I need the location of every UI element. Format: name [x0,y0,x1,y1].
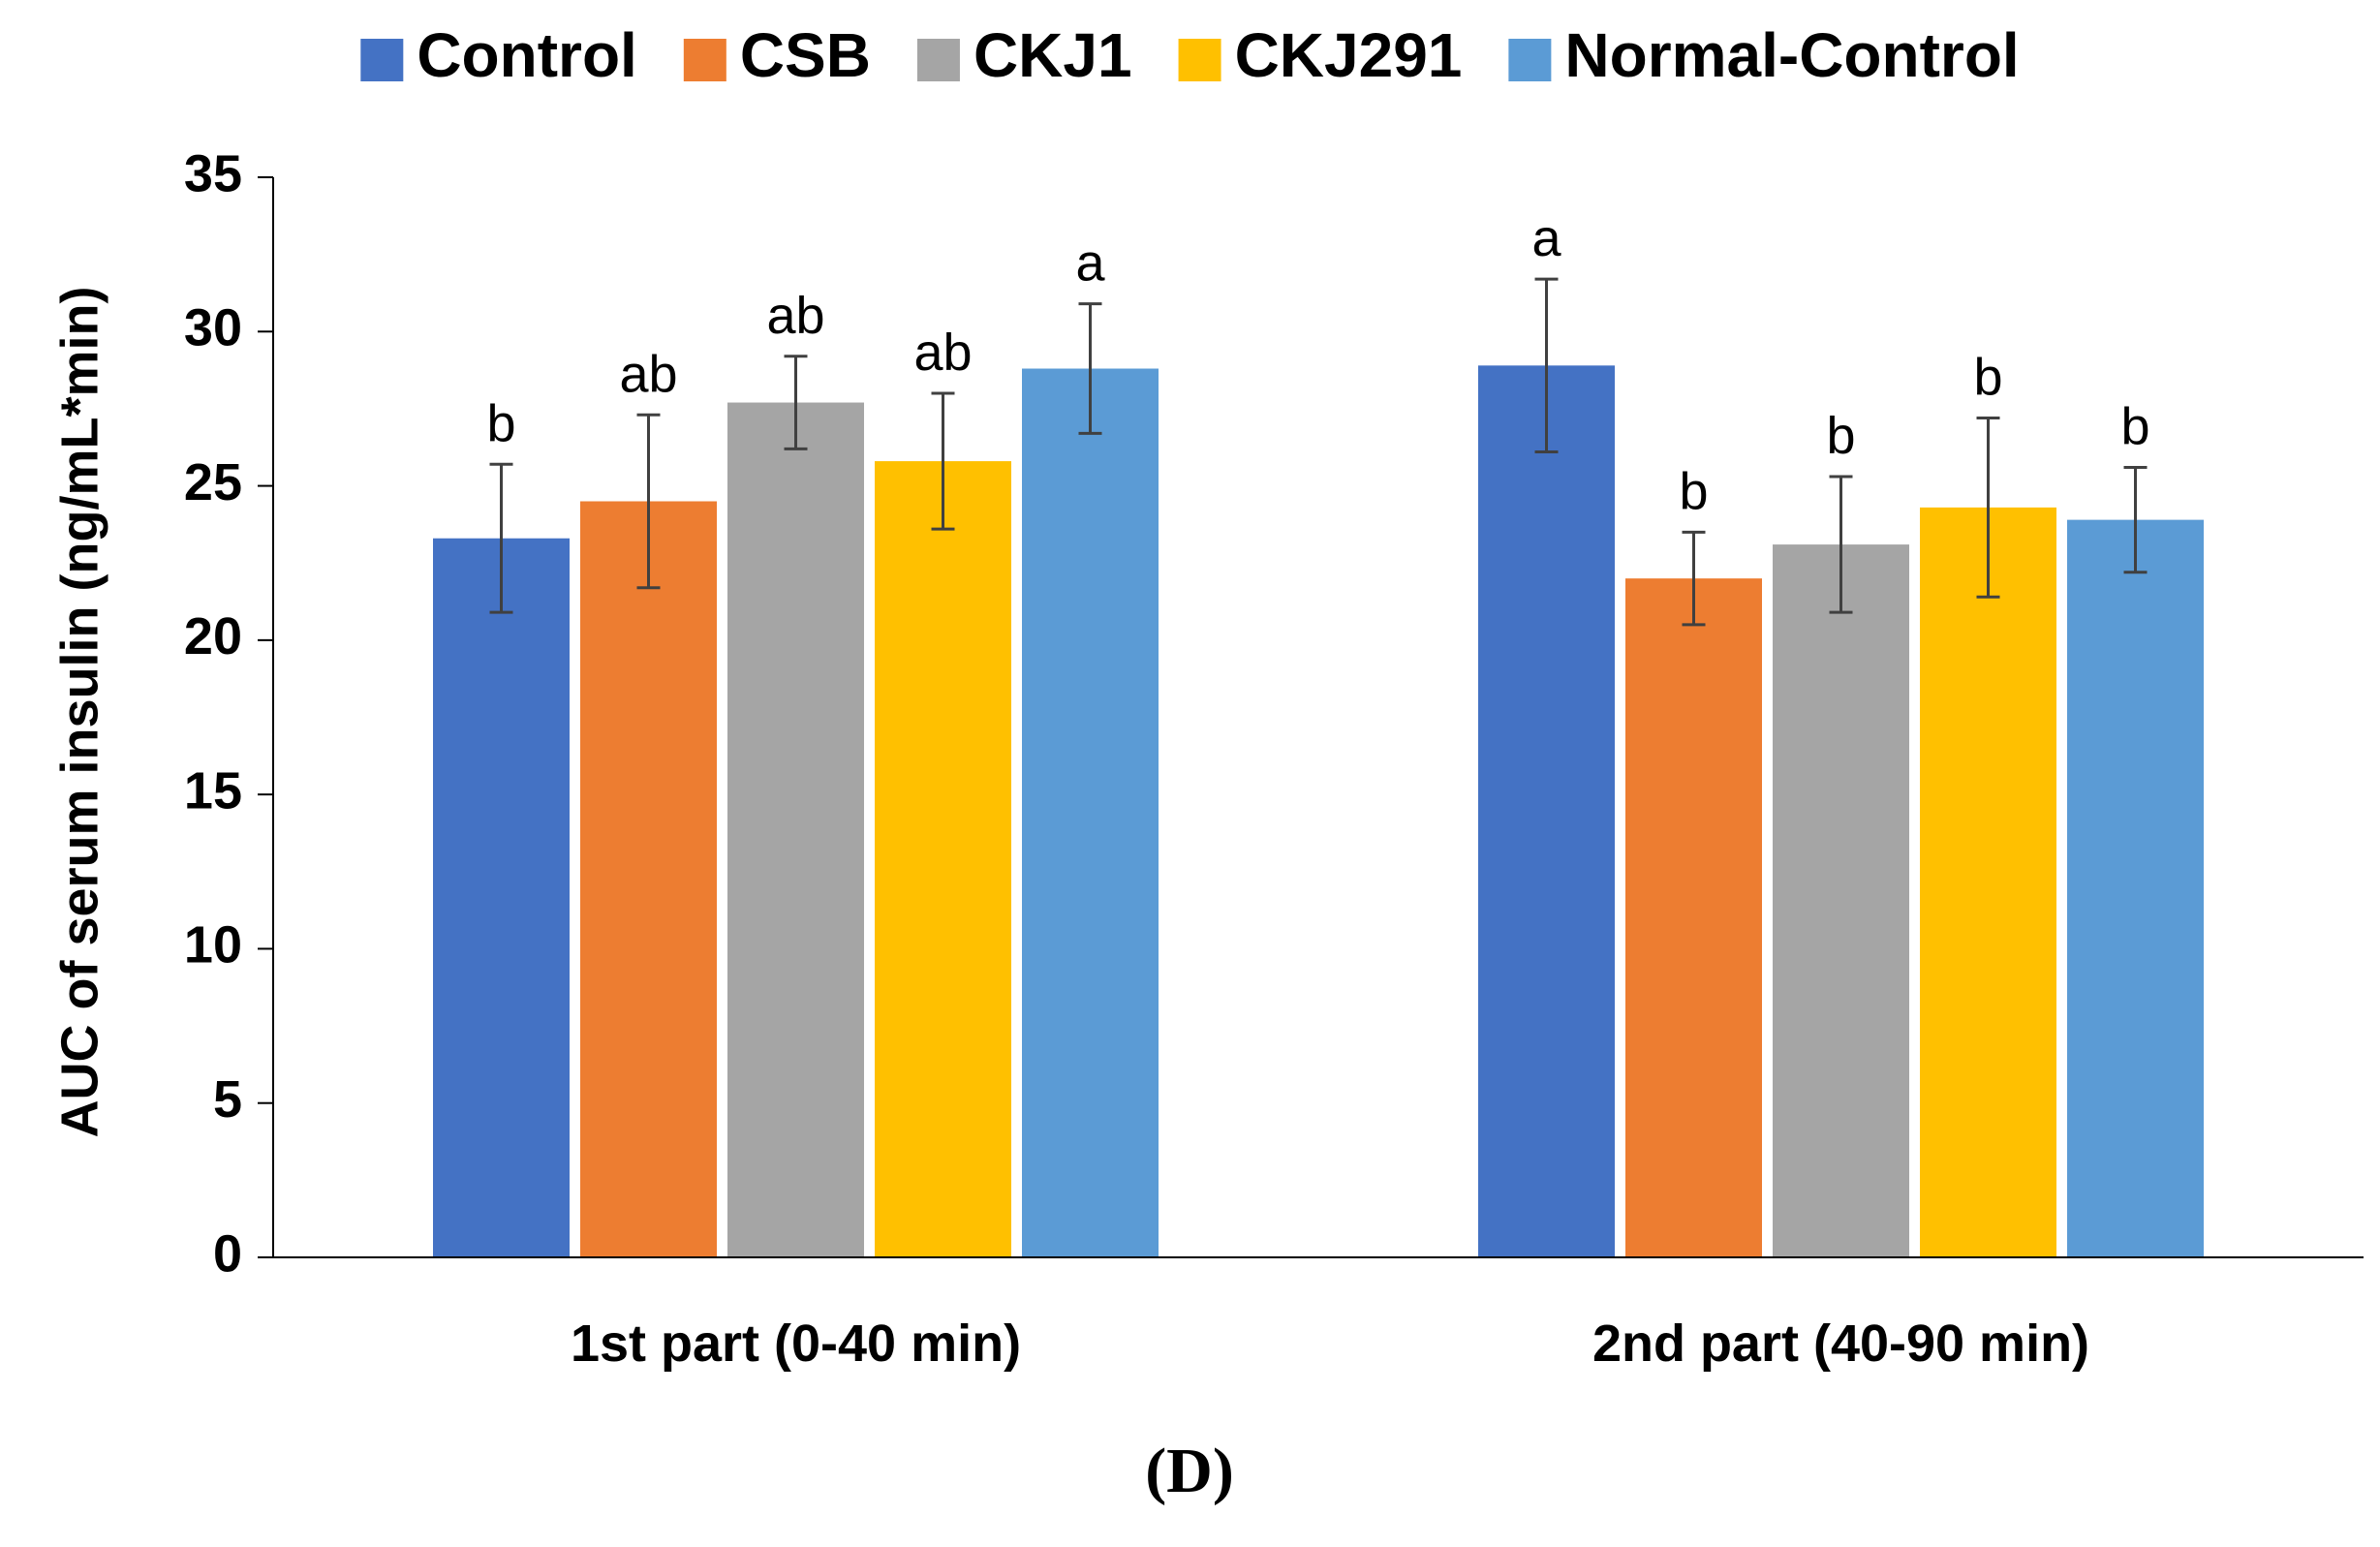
significance-label: b [2120,397,2149,455]
error-bars [489,277,2148,627]
y-axis-label: AUC of serum insulin (ng/mL*min) [50,286,108,1137]
x-category-label: 1st part (0-40 min) [571,1315,1021,1373]
error-bar-csb-1 [636,413,661,590]
bar-csb-2 [1625,578,1762,1257]
significance-label: b [1679,462,1708,520]
significance-label: b [486,394,515,452]
bar-ckj291-2 [1920,507,2056,1257]
legend-item-csb: CSB [683,20,871,90]
legend-swatch [683,39,726,81]
y-axis: 0 5 10 15 20 25 30 35 [184,144,273,1283]
legend-label: CSB [740,20,871,90]
y-tick-label: 30 [184,299,242,357]
significance-label: a [1531,209,1561,267]
legend-item-ckj1: CKJ1 [916,20,1132,90]
legend-label: Control [417,20,637,90]
bar-control-1 [433,538,570,1257]
error-bar-control-2 [1534,277,1559,454]
y-tick-label: 5 [213,1070,242,1129]
significance-label: b [1826,407,1855,465]
bar-control-2 [1478,365,1615,1257]
significance-label: ab [913,324,972,382]
error-bar-control-1 [489,462,513,614]
significance-label: ab [619,345,677,403]
legend-item-normal-control: Normal-Control [1508,20,2020,90]
error-bar-ckj1-1 [784,355,808,450]
bar-normal-control-2 [2067,519,2204,1257]
error-bar-ckj291-1 [931,391,955,531]
x-axis: 1st part (0-40 min) 2nd part (40-90 min) [571,1315,2089,1373]
bar-normal-control-1 [1022,368,1159,1257]
y-tick-label: 15 [184,761,242,820]
legend-item-ckj291: CKJ291 [1178,20,1463,90]
bar-csb-1 [580,501,717,1257]
legend-swatch [360,39,404,81]
error-bar-csb-2 [1682,530,1706,627]
bar-ckj1-2 [1773,544,1909,1257]
error-bar-ckj291-2 [1976,416,2000,599]
legend-swatch [1508,39,1552,81]
error-bar-normal-control-2 [2123,465,2148,574]
y-tick-label: 10 [184,916,242,975]
y-tick-label: 25 [184,453,242,511]
bars [433,365,2204,1258]
legend-swatch [916,39,960,81]
legend-label: Normal-Control [1564,20,2019,90]
bar-ckj291-1 [875,461,1011,1258]
x-category-label: 2nd part (40-90 min) [1592,1315,2089,1373]
panel-label: (D) [1145,1436,1234,1506]
error-bar-ckj1-2 [1829,475,1853,614]
legend-label: CKJ291 [1235,20,1463,90]
y-tick-label: 0 [213,1224,242,1283]
bar-ckj1-1 [727,402,864,1257]
y-tick-label: 20 [184,607,242,665]
significance-label: ab [766,287,824,345]
legend-swatch [1178,39,1221,81]
legend-item-control: Control [360,20,637,90]
significance-label: a [1075,234,1105,293]
legend-label: CKJ1 [974,20,1132,90]
y-tick-label: 35 [184,144,242,202]
error-bar-normal-control-1 [1078,302,1102,435]
significance-label: b [1973,348,2002,406]
legend: Control CSB CKJ1 CKJ291 Normal-Control [360,20,2020,90]
